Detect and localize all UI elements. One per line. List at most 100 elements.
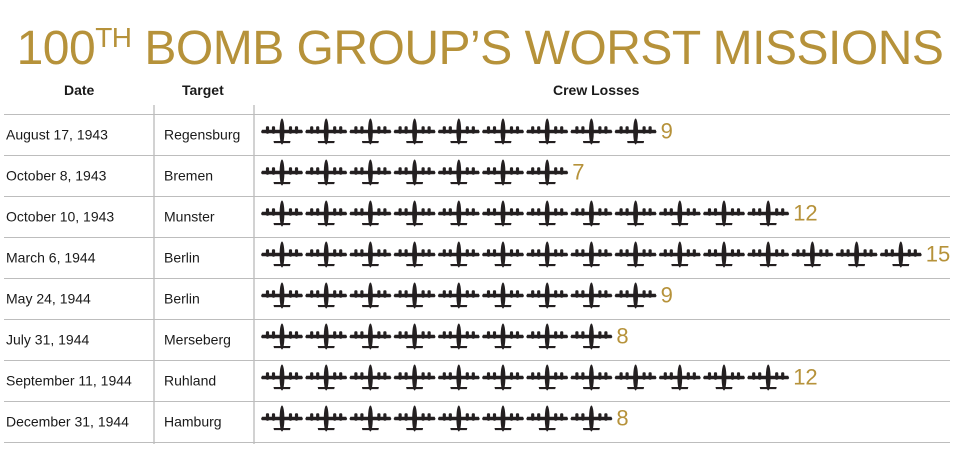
crew-loss-count: 15 bbox=[926, 242, 950, 267]
bomber-icon bbox=[437, 282, 480, 309]
date-cell: July 31, 1944 bbox=[6, 332, 89, 348]
title-rest: BOMB GROUP’S WORST MISSIONS bbox=[131, 22, 944, 75]
bomber-icon bbox=[482, 159, 524, 186]
table-row: July 31, 1944 Merseberg 8 bbox=[6, 323, 629, 350]
table-row: August 17, 1943 Regensburg 9 bbox=[6, 118, 673, 145]
date-cell: October 8, 1943 bbox=[6, 168, 107, 184]
bomber-icon bbox=[835, 241, 878, 268]
bomber-icon bbox=[261, 159, 303, 186]
bomber-icon bbox=[349, 241, 392, 268]
bomber-icon bbox=[526, 405, 569, 432]
bomber-icon bbox=[349, 323, 392, 350]
bomber-icon bbox=[570, 323, 613, 350]
bomber-icon bbox=[261, 364, 303, 391]
bomber-icon bbox=[526, 282, 569, 309]
bomber-icon bbox=[393, 118, 436, 145]
bomber-icon bbox=[393, 405, 436, 432]
target-cell: Berlin bbox=[164, 250, 200, 266]
title-lead: 100 bbox=[16, 22, 96, 75]
table-row: October 10, 1943 Munster 12 bbox=[6, 200, 818, 227]
bomber-icon bbox=[614, 241, 657, 268]
date-cell: September 11, 1944 bbox=[6, 373, 132, 389]
bomber-icon bbox=[482, 200, 524, 227]
bomber-icon bbox=[570, 282, 613, 309]
target-cell: Regensburg bbox=[164, 127, 240, 143]
bomber-icon bbox=[570, 200, 613, 227]
title-superscript: TH bbox=[95, 22, 132, 53]
bomber-icon bbox=[261, 323, 303, 350]
target-cell: Bremen bbox=[164, 168, 213, 184]
date-cell: May 24, 1944 bbox=[6, 291, 91, 307]
table-row: December 31, 1944 Hamburg 8 bbox=[6, 405, 629, 432]
table-row: September 11, 1944 Ruhland 12 bbox=[6, 364, 818, 391]
bomber-icon bbox=[482, 241, 524, 268]
bomber-icon bbox=[393, 200, 436, 227]
page-title: 100TH BOMB GROUP’S WORST MISSIONS bbox=[0, 10, 960, 77]
bomber-icon bbox=[703, 364, 745, 391]
bomber-icon bbox=[614, 364, 657, 391]
target-cell: Hamburg bbox=[164, 414, 222, 430]
bomber-icon bbox=[526, 364, 569, 391]
bomber-icon bbox=[305, 364, 348, 391]
bomber-icon bbox=[703, 241, 745, 268]
bomber-icon bbox=[526, 323, 569, 350]
bomber-icon bbox=[305, 200, 348, 227]
bomber-icon bbox=[614, 200, 657, 227]
table-row: March 6, 1944 Berlin 15 bbox=[6, 241, 950, 268]
bomber-icon bbox=[437, 200, 480, 227]
crew-loss-count: 7 bbox=[572, 160, 584, 185]
bomber-icon bbox=[747, 364, 790, 391]
bomber-icon bbox=[349, 282, 392, 309]
bomber-icon bbox=[305, 159, 348, 186]
bomber-icon bbox=[482, 323, 524, 350]
bomber-icon bbox=[526, 118, 569, 145]
bomber-icon bbox=[879, 241, 922, 268]
bomber-icon bbox=[482, 118, 524, 145]
bomber-icon bbox=[658, 200, 701, 227]
bomber-icon bbox=[393, 241, 436, 268]
header-target: Target bbox=[182, 82, 224, 98]
bomber-icon bbox=[570, 364, 613, 391]
bomber-icon bbox=[482, 405, 524, 432]
bomber-icon bbox=[437, 323, 480, 350]
bomber-icon bbox=[570, 241, 613, 268]
bomber-icon bbox=[393, 364, 436, 391]
bomber-icon bbox=[437, 159, 480, 186]
bomber-icon bbox=[261, 118, 303, 145]
bomber-icon bbox=[349, 159, 392, 186]
bomber-icon bbox=[349, 118, 392, 145]
bomber-icon bbox=[393, 323, 436, 350]
bomber-icon bbox=[261, 405, 303, 432]
date-cell: December 31, 1944 bbox=[6, 414, 129, 430]
bomber-icon bbox=[747, 241, 790, 268]
crew-loss-count: 8 bbox=[616, 324, 628, 349]
target-cell: Ruhland bbox=[164, 373, 216, 389]
bomber-icon bbox=[791, 241, 834, 268]
bomber-icon bbox=[349, 200, 392, 227]
bomber-icon bbox=[393, 282, 436, 309]
bomber-icon bbox=[305, 282, 348, 309]
bomber-icon bbox=[437, 118, 480, 145]
bomber-icon bbox=[437, 364, 480, 391]
bomber-icon bbox=[482, 364, 524, 391]
bomber-icon bbox=[393, 159, 436, 186]
bomber-icon bbox=[305, 241, 348, 268]
bomber-icon bbox=[526, 200, 569, 227]
crew-loss-count: 8 bbox=[616, 406, 628, 431]
bomber-icon bbox=[570, 118, 613, 145]
table-row: May 24, 1944 Berlin 9 bbox=[6, 282, 673, 309]
target-cell: Berlin bbox=[164, 291, 200, 307]
target-cell: Merseberg bbox=[164, 332, 231, 348]
bomber-icon bbox=[614, 118, 657, 145]
bomber-icon bbox=[261, 200, 303, 227]
date-cell: March 6, 1944 bbox=[6, 250, 96, 266]
target-cell: Munster bbox=[164, 209, 215, 225]
bomber-icon bbox=[526, 241, 569, 268]
crew-loss-count: 9 bbox=[661, 283, 673, 308]
bomber-icon bbox=[437, 405, 480, 432]
bomber-icon bbox=[305, 118, 348, 145]
bomber-icon bbox=[482, 282, 524, 309]
bomber-icon bbox=[703, 200, 745, 227]
bomber-icon bbox=[305, 405, 348, 432]
